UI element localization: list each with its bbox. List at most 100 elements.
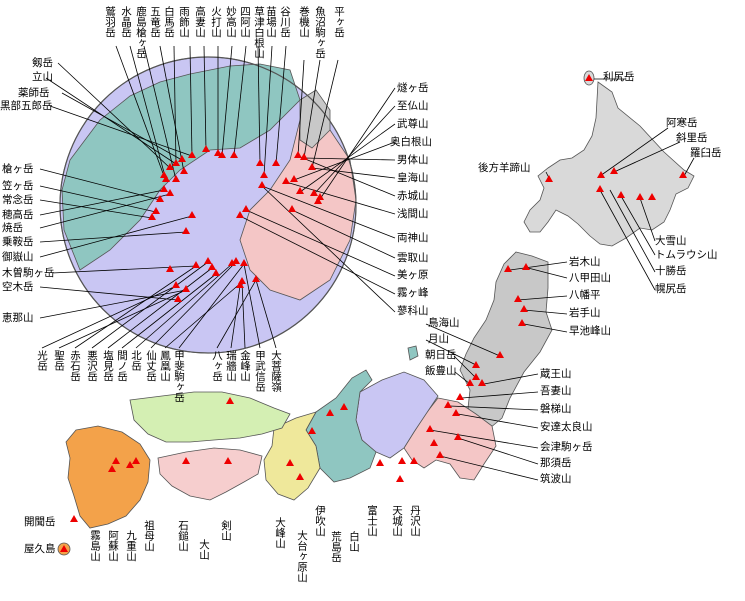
label-hijiri: 光岳 — [36, 350, 48, 371]
peak-marker — [396, 475, 404, 482]
label-yake: 焼岳 — [2, 222, 23, 234]
leader-line — [107, 267, 213, 349]
peak-marker — [208, 263, 216, 270]
peak-marker — [436, 451, 444, 458]
peak-marker — [520, 305, 528, 312]
peak-marker — [522, 263, 530, 270]
label-akan: 阿寒岳 — [666, 117, 698, 129]
label-asama: 浅間山 — [397, 208, 429, 220]
peak-marker — [172, 281, 180, 288]
leader-line — [245, 209, 396, 277]
peak-marker — [214, 149, 222, 156]
leader-line — [457, 437, 539, 465]
peak-marker — [282, 177, 290, 184]
peak-marker — [180, 167, 188, 174]
leader-line — [683, 157, 695, 177]
inset-hokuriku-area — [61, 63, 301, 271]
label-makihata: 巻機山 — [298, 6, 310, 38]
leader-line — [164, 281, 243, 349]
label-azuma: 吾妻山 — [540, 385, 572, 397]
peak-marker — [410, 457, 418, 464]
peak-marker — [108, 465, 116, 472]
peak-marker — [504, 265, 512, 272]
leader-line — [263, 45, 273, 177]
label-iwate: 岩手山 — [569, 307, 601, 319]
label-tanigawa: 谷川岳 — [279, 6, 291, 38]
peak-marker — [166, 189, 174, 196]
peak-marker — [188, 151, 196, 158]
label-tate: 立山 — [32, 71, 53, 83]
leader-line — [293, 141, 396, 181]
label-tsurugi: 剱岳 — [32, 57, 53, 69]
label-akaishi: 赤石岳 — [69, 350, 81, 382]
leader-line — [291, 209, 396, 259]
leader-line — [509, 261, 568, 271]
leader-line — [303, 157, 396, 161]
label-kurobegoro: 黒部五郎岳 — [0, 100, 53, 112]
peak-marker — [310, 189, 318, 196]
leader-line — [91, 261, 209, 349]
peak-marker — [232, 257, 240, 264]
peak-marker — [326, 409, 334, 416]
peak-marker — [160, 185, 168, 192]
label-mizugaki: 瑞牆山 — [225, 350, 237, 382]
leader-line — [178, 263, 245, 349]
leader-line — [261, 185, 396, 313]
label-amagi: 天城山 — [391, 505, 403, 537]
leader-line — [74, 265, 197, 349]
peak-marker — [286, 459, 294, 466]
peak-marker — [126, 461, 134, 468]
label-hiuchi-north: 火打山 — [210, 6, 222, 38]
peak-marker — [296, 187, 304, 194]
leader-line — [311, 167, 396, 179]
label-kisokoma: 木曽駒ヶ岳 — [2, 267, 55, 279]
leader-line — [159, 45, 185, 173]
label-ontake: 御嶽山 — [2, 251, 34, 263]
peak-marker — [236, 211, 244, 218]
peak-marker — [308, 163, 316, 170]
peak-marker — [496, 351, 504, 358]
leader-line — [39, 189, 165, 216]
peak-marker — [466, 379, 474, 386]
peak-marker — [174, 295, 182, 302]
peak-marker — [242, 205, 250, 212]
leader-line — [639, 197, 656, 242]
peak-marker — [178, 155, 186, 162]
peak-marker — [454, 433, 462, 440]
label-kusatsushirane: 草津白根山 — [253, 6, 265, 59]
label-tsurugisan: 剣山 — [220, 520, 232, 541]
label-shirouma: 白馬岳 — [163, 6, 175, 38]
label-hiuchi: 燧ヶ岳 — [397, 82, 429, 94]
peak-marker — [172, 175, 180, 182]
leader-line — [613, 141, 681, 173]
label-yakushi: 薬師岳 — [18, 87, 50, 99]
label-daisen: 大山 — [198, 539, 210, 560]
leader-line — [233, 45, 247, 157]
label-washiba: 鷲羽岳 — [104, 6, 116, 38]
label-yari: 槍ヶ岳 — [2, 163, 34, 175]
peak-marker — [679, 171, 687, 178]
peak-marker — [148, 213, 156, 220]
leader-line — [523, 309, 568, 315]
peak-marker — [256, 159, 264, 166]
peak-marker — [444, 401, 452, 408]
label-tateshina: 蓼科山 — [397, 305, 429, 317]
leader-line — [299, 123, 396, 193]
leader-line — [275, 45, 287, 165]
leader-line — [39, 199, 153, 219]
label-adatara: 安達太良山 — [540, 421, 593, 433]
label-shari: 斜里岳 — [676, 132, 708, 144]
peak-marker — [252, 275, 260, 282]
label-arashima: 荒島岳 — [330, 531, 342, 563]
leader-line — [129, 45, 167, 181]
leader-line — [425, 339, 479, 367]
label-kaimon: 開聞岳 — [24, 516, 56, 528]
leader-line — [429, 429, 539, 449]
peak-marker — [636, 193, 644, 200]
leader-line — [203, 45, 207, 151]
peak-marker — [132, 457, 140, 464]
peak-marker — [156, 195, 164, 202]
label-rishiri: 利尻岳 — [603, 71, 635, 83]
peak-marker — [182, 457, 190, 464]
region-shikoku — [157, 447, 263, 501]
